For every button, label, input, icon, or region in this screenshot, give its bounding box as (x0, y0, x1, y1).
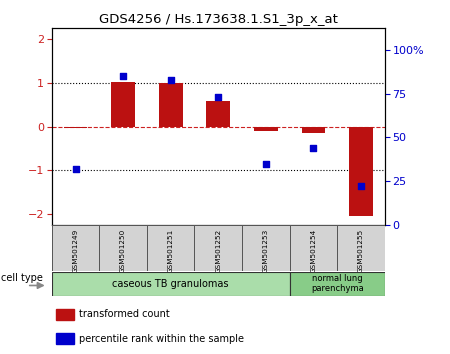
Point (262, 161, 270, 166)
Bar (254, 126, 278, 131)
Text: GSM501251: GSM501251 (168, 228, 174, 273)
Text: GSM501252: GSM501252 (215, 228, 221, 273)
Bar (159, 83, 183, 126)
Point (120, 74, 127, 79)
Point (167, 77, 174, 83)
Title: GDS4256 / Hs.173638.1.S1_3p_x_at: GDS4256 / Hs.173638.1.S1_3p_x_at (99, 13, 338, 26)
Bar (302, 126, 325, 133)
Point (357, 183, 364, 189)
Point (72, 166, 79, 172)
Bar (290, 225, 337, 271)
Bar (52, 225, 99, 271)
Text: percentile rank within the sample: percentile rank within the sample (80, 333, 244, 344)
Point (310, 145, 317, 151)
Bar (290, 272, 385, 296)
Bar (111, 82, 135, 126)
Bar (242, 225, 290, 271)
Bar (349, 126, 373, 216)
Point (215, 95, 222, 100)
Bar (52, 272, 290, 296)
Bar (337, 225, 385, 271)
Text: GSM501255: GSM501255 (358, 228, 364, 273)
Text: GSM501249: GSM501249 (72, 228, 79, 273)
Text: cell type: cell type (1, 273, 43, 283)
Bar (56, 333, 73, 344)
Bar (194, 225, 242, 271)
Text: normal lung
parenchyma: normal lung parenchyma (311, 274, 364, 293)
Bar (147, 225, 194, 271)
Bar (207, 101, 230, 126)
Bar (63, 126, 87, 128)
Text: transformed count: transformed count (80, 309, 170, 320)
Bar (99, 225, 147, 271)
Text: GSM501254: GSM501254 (310, 228, 316, 273)
Text: GSM501250: GSM501250 (120, 228, 126, 273)
Text: caseous TB granulomas: caseous TB granulomas (112, 279, 229, 289)
Text: GSM501253: GSM501253 (263, 228, 269, 273)
Bar (56, 309, 73, 320)
